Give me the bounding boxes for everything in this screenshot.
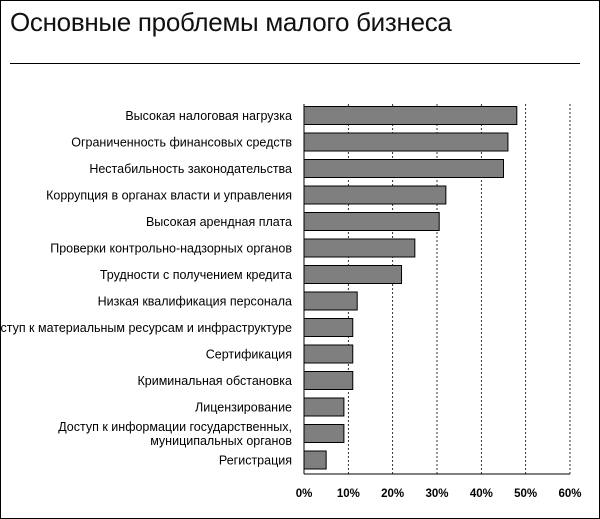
chart-title: Основные проблемы малого бизнеса bbox=[10, 7, 452, 37]
x-tick-labels: 0% 10% 20% 30% 40% 50% 60% bbox=[296, 488, 582, 500]
category-label: Высокая арендная плата bbox=[146, 215, 292, 229]
bar bbox=[303, 344, 354, 364]
x-tick-label: 10% bbox=[337, 488, 360, 500]
category-label: Лицензирование bbox=[195, 401, 292, 415]
bar bbox=[303, 132, 509, 152]
bar bbox=[303, 185, 447, 205]
category-labels: Высокая налоговая нагрузка Ограниченность… bbox=[0, 109, 292, 468]
bar bbox=[303, 371, 354, 390]
category-label: Трудности с получением кредита bbox=[100, 268, 292, 282]
bar bbox=[303, 238, 416, 258]
category-label: Криминальная обстановка bbox=[138, 374, 293, 388]
title-divider bbox=[10, 63, 580, 64]
bar bbox=[303, 424, 345, 443]
category-label: Проверки контрольно-надзорных органов bbox=[50, 242, 292, 256]
axes bbox=[303, 104, 570, 475]
x-tick-label: 20% bbox=[381, 488, 404, 500]
x-tick-label: 0% bbox=[296, 488, 313, 500]
bars bbox=[303, 106, 518, 470]
category-label: Доступ к информации государственных, bbox=[58, 420, 292, 434]
category-label: муниципальных органов bbox=[150, 434, 292, 448]
category-label: Доступ к материальным ресурсам и инфраст… bbox=[0, 321, 292, 335]
bar bbox=[303, 318, 354, 337]
category-label: Коррупция в органах власти и управления bbox=[46, 189, 292, 203]
x-tick-label: 50% bbox=[514, 488, 537, 500]
category-label: Сертификация bbox=[206, 348, 292, 362]
bar bbox=[303, 291, 358, 311]
bar bbox=[303, 212, 440, 231]
bar bbox=[303, 397, 345, 417]
x-tick-label: 40% bbox=[470, 488, 493, 500]
x-tick-label: 30% bbox=[425, 488, 448, 500]
category-label: Нестабильность законодательства bbox=[89, 162, 292, 176]
x-tick-label: 60% bbox=[558, 488, 581, 500]
bar bbox=[303, 106, 518, 125]
bar bbox=[303, 159, 504, 178]
bar bbox=[303, 450, 327, 470]
category-label: Ограниченность финансовых средств bbox=[71, 136, 292, 150]
bar bbox=[303, 265, 403, 284]
category-label: Регистрация bbox=[219, 454, 292, 468]
category-label: Высокая налоговая нагрузка bbox=[125, 109, 292, 123]
category-label: Низкая квалификация персонала bbox=[98, 295, 292, 309]
